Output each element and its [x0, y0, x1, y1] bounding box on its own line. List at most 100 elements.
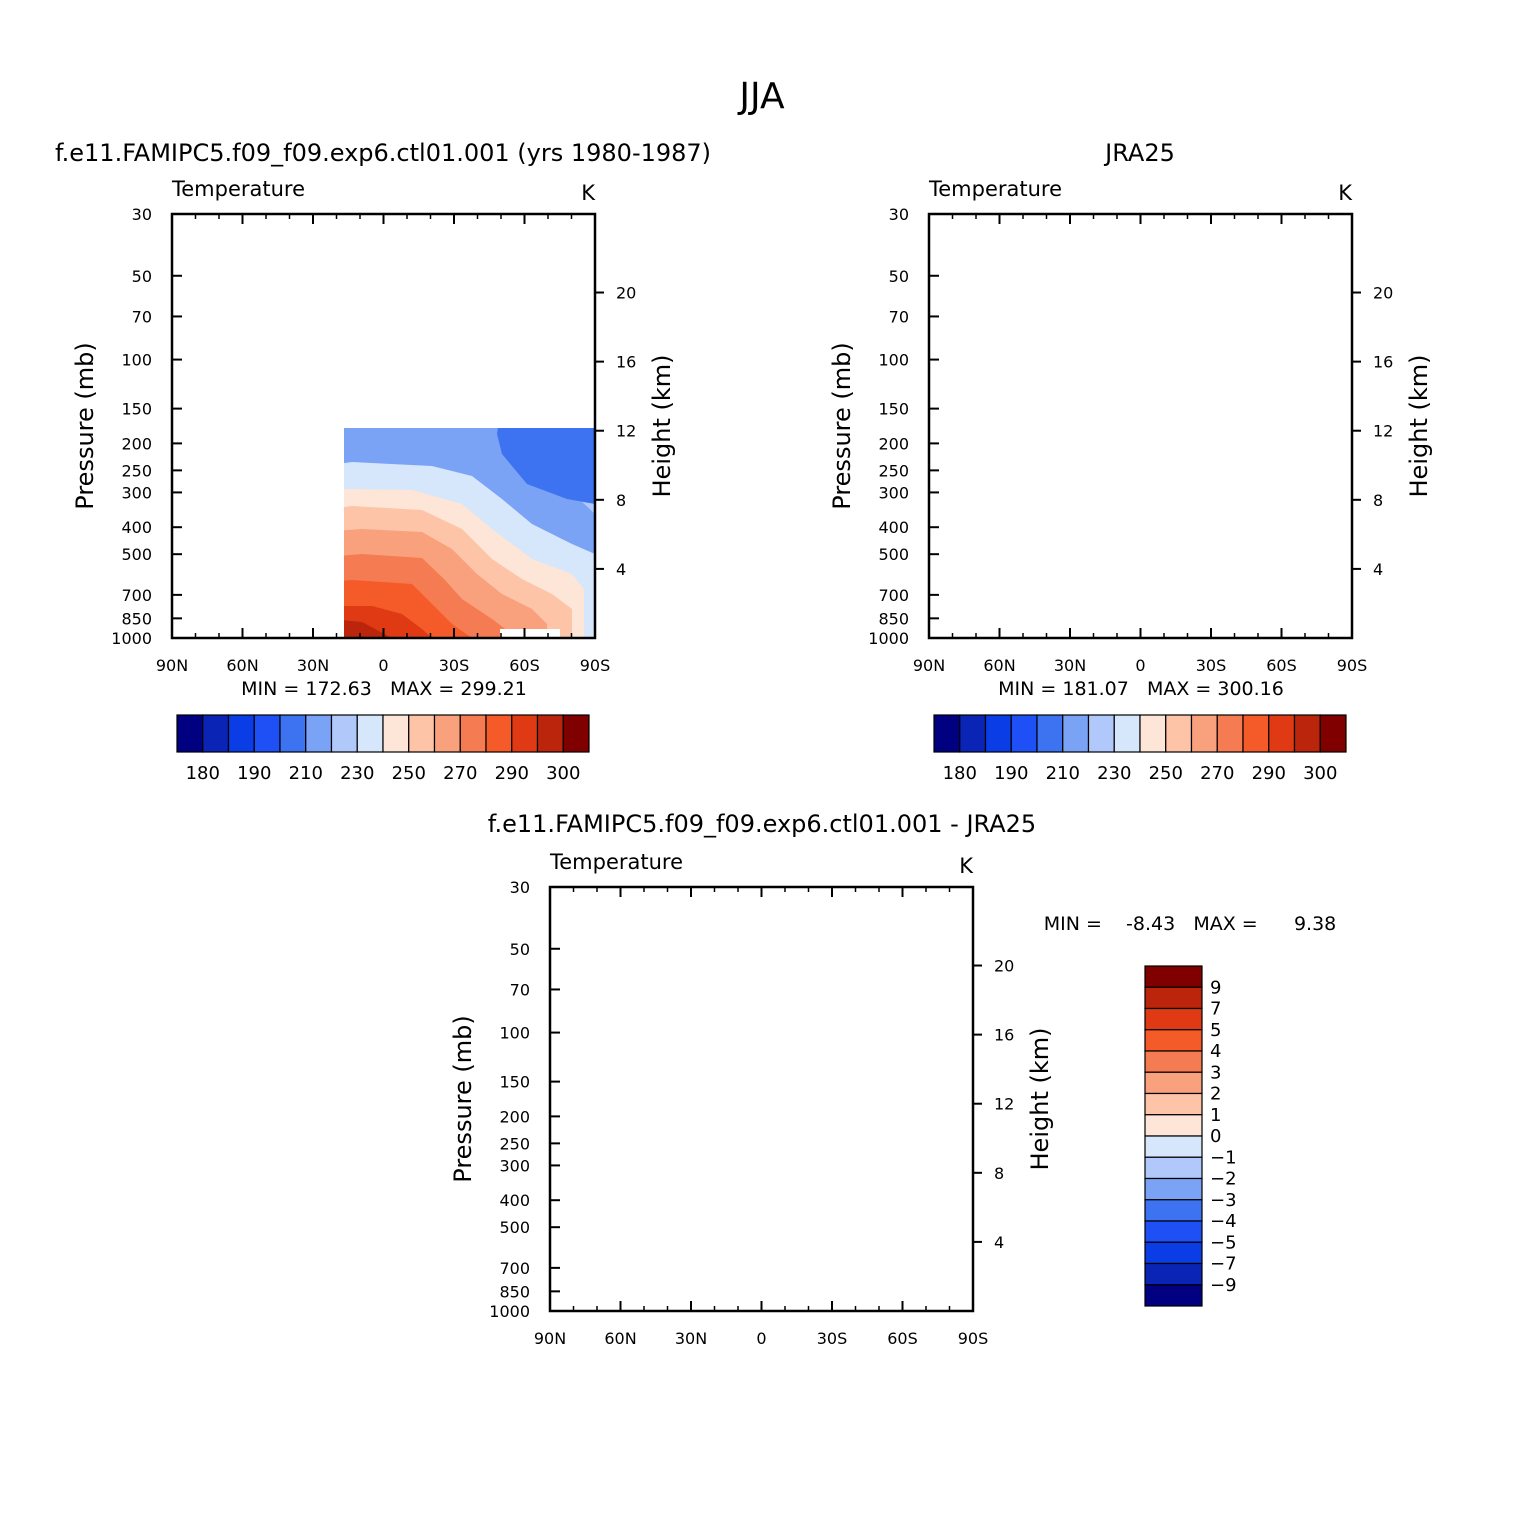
y-tick-label: 700: [121, 586, 152, 605]
colorbar-swatch: [1036, 714, 1064, 753]
contour-field: [929, 214, 1352, 638]
y-tick-label: 850: [499, 1282, 530, 1301]
contour-band-royal-right: [1304, 214, 1352, 364]
contour-band-whiteblue: [929, 466, 1352, 638]
contour-band-cream-topleft: [550, 887, 580, 917]
colorbar-swatch: [1144, 1177, 1203, 1201]
colorbar-label: −1: [1210, 1147, 1237, 1168]
y-right-tick-label: 16: [994, 1026, 1014, 1045]
contour-band-royal-mid: [740, 992, 790, 1012]
y-tick-label: 500: [121, 545, 152, 564]
colorbar-label: 7: [1210, 999, 1221, 1020]
y-tick-label: 200: [878, 434, 909, 453]
y-right-tick-label: 4: [616, 560, 626, 579]
y-right-tick-label: 8: [616, 491, 626, 510]
colorbar-swatch: [1062, 714, 1090, 753]
colorbar-swatch: [433, 714, 461, 753]
y-tick-label: 150: [499, 1073, 530, 1092]
colorbar-label: −7: [1210, 1254, 1237, 1275]
y-tick-label: 30: [132, 205, 152, 224]
panel-reanalysis: JRA25 Temperature K 90N 60N 30N 0 30S 60S 90S 3…: [828, 139, 1433, 784]
x-tick-label: 60S: [509, 656, 540, 675]
axis-ticks: 90N 60N 30N 0 30S 60S 90S 30 50 70 100 150 200 250 300…: [868, 205, 1393, 675]
contour-band-peach: [929, 506, 1304, 638]
y-right-tick-label: 16: [616, 353, 636, 372]
colorbar-swatch: [1144, 1241, 1203, 1265]
contour-band-whiteblue-left: [929, 294, 944, 344]
axis-ticks: 90N 60N 30N 0 30S 60S 90S 30 50 70 100 150 200 250 300…: [489, 878, 1014, 1348]
x-tick-label: 60N: [226, 656, 258, 675]
plot-frame: [927, 212, 1354, 640]
y-right-tick-label: 12: [1373, 422, 1393, 441]
colorbar-label: 210: [289, 763, 323, 784]
y-right-tick-label: 20: [994, 957, 1014, 976]
contour-band-cream-right: [895, 1237, 973, 1311]
panel-model: f.e11.FAMIPC5.f09_f09.exp6.ctl01.001 (yr…: [55, 139, 711, 784]
colorbar-swatch: [562, 714, 590, 753]
colorbar-label: −5: [1210, 1232, 1237, 1253]
missing-data: [500, 629, 560, 638]
colorbar-swatch: [408, 714, 436, 753]
colorbar-swatch: [253, 714, 281, 753]
colorbar-swatch: [1144, 1071, 1203, 1095]
y-axis-label: Pressure (mb): [449, 1015, 477, 1182]
y-tick-label: 100: [121, 351, 152, 370]
colorbar: 180 190 210 230 250 270 290 300: [176, 714, 590, 784]
contour-band-lightblue-right: [835, 887, 973, 1292]
contour-band-salmon: [929, 526, 1274, 638]
contour-band-navy: [1327, 214, 1352, 284]
contour-band-deep-right: [875, 887, 973, 1137]
contour-band-blue: [1044, 254, 1219, 424]
x-tick-label: 60N: [604, 1329, 636, 1348]
y-tick-label: 400: [878, 518, 909, 537]
colorbar-swatch: [1144, 1092, 1203, 1116]
colorbar-label: 300: [1303, 763, 1337, 784]
y-tick-label: 850: [121, 609, 152, 628]
y-right-tick-label: 12: [994, 1095, 1014, 1114]
stats-text: MIN = 181.07 MAX = 300.16: [998, 678, 1284, 700]
y-tick-label: 700: [499, 1259, 530, 1278]
x-tick-label: 30S: [817, 1329, 848, 1348]
colorbar-label: 250: [1149, 763, 1183, 784]
y-right-tick-label: 8: [994, 1164, 1004, 1183]
x-tick-label: 30N: [675, 1329, 707, 1348]
colorbar-label: 3: [1210, 1062, 1221, 1083]
contour-band-blue-right: [497, 428, 595, 504]
y-tick-label: 1000: [868, 629, 909, 648]
x-tick-label: 90N: [913, 656, 945, 675]
y-tick-label: 200: [499, 1107, 530, 1126]
colorbar-swatch: [227, 714, 255, 753]
contour-band-lightblue: [929, 214, 1352, 638]
x-tick-label: 90S: [580, 656, 611, 675]
contour-band-cream-left: [550, 1182, 590, 1237]
y-tick-label: 200: [121, 434, 152, 453]
y-right-tick-label: 20: [616, 284, 636, 303]
contour-band-coral: [929, 552, 1249, 638]
colorbar-swatch: [1144, 1114, 1203, 1137]
contour-band-cream: [929, 486, 1329, 638]
colorbar-swatch: [1144, 1199, 1203, 1222]
contour-band-royal: [312, 306, 440, 391]
colorbar-label: −2: [1210, 1169, 1237, 1190]
y-tick-label: 30: [889, 205, 909, 224]
colorbar-label: −9: [1210, 1275, 1237, 1296]
contour-band-royal: [550, 1087, 635, 1149]
contour-field: [550, 887, 973, 1311]
y-tick-label: 1000: [489, 1302, 530, 1321]
colorbar-label: 210: [1046, 763, 1080, 784]
y-tick-label: 850: [878, 609, 909, 628]
y-tick-label: 400: [121, 518, 152, 537]
colorbar-swatch: [1144, 1007, 1203, 1031]
y-tick-label: 300: [878, 483, 909, 502]
colorbar-label: −4: [1210, 1211, 1237, 1232]
y-tick-label: 700: [878, 586, 909, 605]
x-tick-label: 90S: [1337, 656, 1368, 675]
y-tick-label: 70: [889, 307, 909, 326]
colorbar-swatch: [1190, 714, 1218, 753]
colorbar-swatch: [1268, 714, 1296, 753]
axis-ticks: 90N 60N 30N 0 30S 60S 90S 30 50 70 100 150 200 250 300…: [111, 205, 636, 675]
colorbar-swatch: [959, 714, 987, 753]
colorbar-label: 270: [443, 763, 477, 784]
